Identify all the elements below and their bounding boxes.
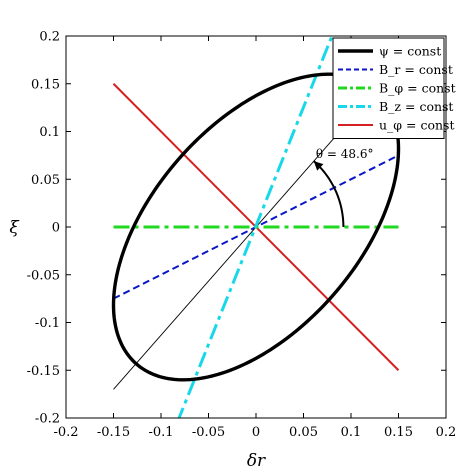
angle-arrowhead (313, 161, 324, 171)
x-tick-label: -0.15 (97, 425, 130, 440)
plot-area: θ = 48.6° -0.2 -0.15 -0.1 -0.05 0 0.05 0.1 0.15 0… (9, 30, 456, 472)
x-tick-label: -0.1 (148, 425, 173, 440)
legend-entry: u_φ = const (379, 118, 455, 133)
y-tick-label: 0.15 (31, 77, 60, 92)
angle-arc (313, 160, 345, 228)
x-tick-label: 0 (252, 425, 260, 440)
x-tick-label: 0.15 (384, 425, 413, 440)
y-tick-label: -0.2 (35, 412, 60, 427)
legend-entry: B_r = const (379, 62, 453, 77)
series-b-z-const (177, 36, 334, 418)
y-tick-label: 0.2 (39, 30, 60, 45)
y-tick-label: 0.1 (39, 125, 60, 140)
y-axis-label: ξ (9, 218, 20, 238)
angle-annotation: θ = 48.6° (316, 147, 374, 161)
legend-entry: ψ = const (379, 44, 441, 59)
x-axis-label: δr (247, 451, 266, 471)
x-tick-label: -0.2 (53, 425, 78, 440)
x-tick-label: -0.05 (192, 425, 225, 440)
y-tick-label: 0 (52, 221, 60, 236)
legend-entry: B_φ = const (379, 81, 456, 96)
x-tick-label: 0.2 (436, 425, 457, 440)
x-tick-label: 0.1 (341, 425, 362, 440)
series-const (111, 72, 401, 382)
legend-entry: B_z = const (379, 99, 453, 114)
y-tick-label: -0.1 (35, 316, 60, 331)
y-tick-label: -0.15 (27, 364, 60, 379)
y-tick-label: -0.05 (27, 268, 60, 283)
y-tick-label: 0.05 (31, 173, 60, 188)
x-tick-label: 0.05 (289, 425, 318, 440)
